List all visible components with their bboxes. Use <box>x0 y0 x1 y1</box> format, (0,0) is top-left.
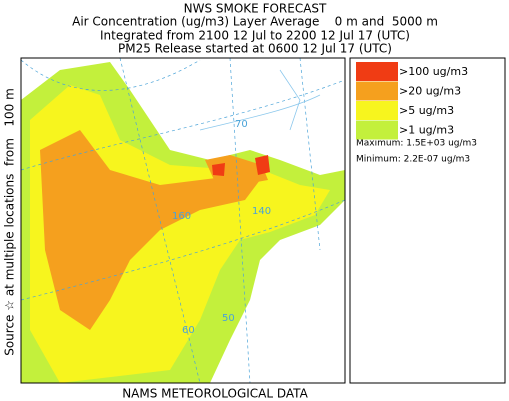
map-label: 140 <box>252 206 271 217</box>
legend-label: >20 ug/m3 <box>399 85 461 98</box>
map-frame <box>20 57 346 384</box>
subtitle: Air Concentration (ug/m3) Layer Average … <box>72 15 438 29</box>
smoke-region <box>40 130 260 330</box>
map-label: 70 <box>235 119 248 130</box>
graticule <box>119 58 201 383</box>
smoke-region <box>30 85 330 383</box>
legend-label: >100 ug/m3 <box>399 65 468 78</box>
side-label: Source ☆ at multiple locations from 100 … <box>3 88 17 356</box>
subtitle: PM25 Release started at 0600 12 Jul 17 (… <box>118 42 392 56</box>
map-label: 160 <box>172 211 191 222</box>
legend-label: >1 ug/m3 <box>399 124 454 137</box>
graticule <box>299 58 321 251</box>
map-label: 50 <box>222 313 235 324</box>
map-label: 60 <box>182 325 195 336</box>
legend-swatch <box>356 120 398 140</box>
legend-minimum: Minimum: 2.2E-07 ug/m3 <box>356 155 470 165</box>
legend-swatch <box>356 62 398 81</box>
smoke-region <box>212 163 225 176</box>
footer: NAMS METEOROLOGICAL DATA <box>122 387 308 401</box>
title: NWS SMOKE FORECAST <box>184 2 327 16</box>
smoke-region <box>255 155 270 175</box>
legend-maximum: Maximum: 1.5E+03 ug/m3 <box>356 139 477 149</box>
graticule <box>21 59 201 91</box>
subtitle: Integrated from 2100 12 Jul to 2200 12 J… <box>100 29 410 43</box>
graticule <box>229 58 251 383</box>
legend: Maximum: 1.5E+03 ug/m3 Minimum: 2.2E-07 … <box>349 57 506 384</box>
legend-swatch <box>356 101 398 120</box>
coastline <box>199 69 321 131</box>
legend-swatch <box>356 81 398 101</box>
legend-label: >5 ug/m3 <box>399 104 454 117</box>
smoke-region <box>205 155 268 185</box>
map: 70 160 140 60 50 <box>20 57 346 384</box>
